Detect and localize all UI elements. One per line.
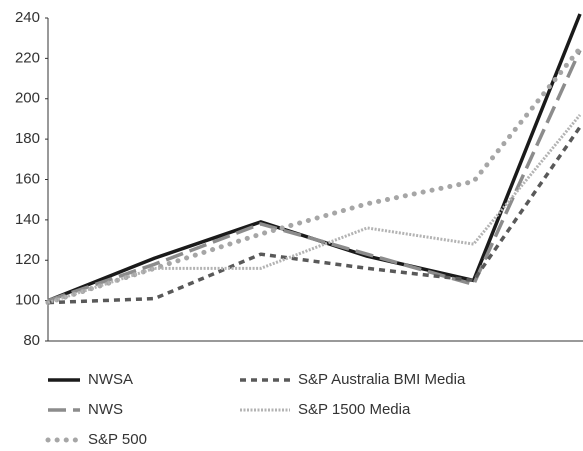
legend-label: S&P Australia BMI Media xyxy=(298,371,466,388)
y-tick-label: 120 xyxy=(15,251,40,268)
series-line xyxy=(47,49,582,303)
y-tick-label: 140 xyxy=(15,211,40,228)
series-line xyxy=(45,45,583,306)
legend-label: NWSA xyxy=(88,371,133,388)
series-line xyxy=(47,13,582,303)
y-tick-label: 180 xyxy=(15,130,40,147)
y-tick-label: 220 xyxy=(15,49,40,66)
y-tick-label: 240 xyxy=(15,9,40,26)
series-line xyxy=(47,126,582,305)
y-tick-label: 200 xyxy=(15,90,40,107)
y-tick-label: 160 xyxy=(15,170,40,187)
y-tick-label: 80 xyxy=(23,332,40,349)
legend-label: S&P 500 xyxy=(88,431,147,448)
y-tick-label: 100 xyxy=(15,292,40,309)
legend-label: S&P 1500 Media xyxy=(298,401,411,418)
legend-label: NWS xyxy=(88,401,123,418)
